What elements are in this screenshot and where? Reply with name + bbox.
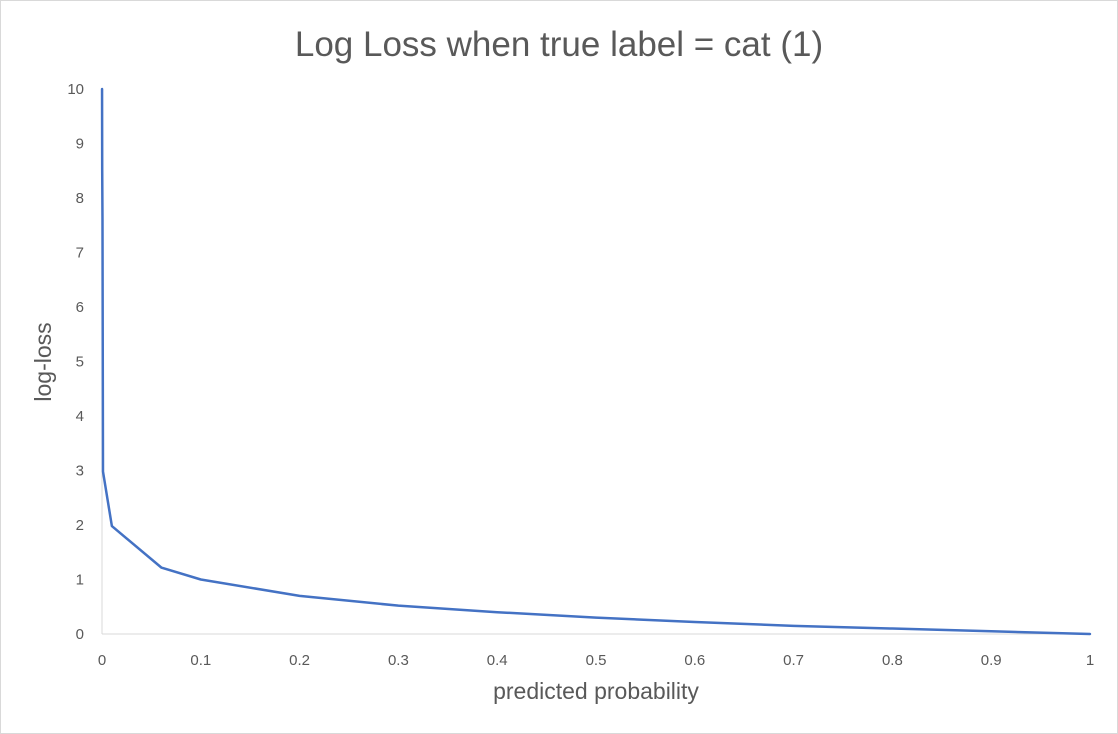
x-axis-title: predicted probability bbox=[493, 678, 699, 704]
x-tick-label: 0.2 bbox=[289, 652, 310, 669]
x-tick-label: 0.9 bbox=[981, 652, 1002, 669]
y-tick-label: 9 bbox=[76, 136, 84, 153]
x-tick-label: 0.3 bbox=[388, 652, 409, 669]
y-tick-label: 10 bbox=[67, 81, 84, 98]
x-tick-label: 0.7 bbox=[783, 652, 804, 669]
x-tick-label: 0.4 bbox=[487, 652, 508, 669]
chart-title: Log Loss when true label = cat (1) bbox=[295, 25, 823, 64]
x-tick-label: 0.6 bbox=[684, 652, 705, 669]
x-tick-label: 0.8 bbox=[882, 652, 903, 669]
y-axis-title: log-loss bbox=[30, 322, 56, 401]
x-tick-label: 0.5 bbox=[586, 652, 607, 669]
y-tick-label: 0 bbox=[76, 626, 84, 643]
y-tick-label: 6 bbox=[76, 299, 84, 316]
y-axis-ticks: 0 1 2 3 4 5 6 7 8 9 10 bbox=[67, 81, 84, 643]
y-tick-label: 7 bbox=[76, 245, 84, 262]
y-tick-label: 1 bbox=[76, 572, 84, 589]
x-tick-label: 1 bbox=[1086, 652, 1094, 669]
log-loss-series-line bbox=[100, 87, 1092, 636]
x-tick-label: 0.1 bbox=[190, 652, 211, 669]
y-tick-label: 2 bbox=[76, 517, 84, 534]
y-tick-label: 8 bbox=[76, 190, 84, 207]
y-tick-label: 4 bbox=[76, 408, 84, 425]
x-tick-label: 0 bbox=[98, 652, 106, 669]
x-axis-ticks: 0 0.1 0.2 0.3 0.4 0.5 0.6 0.7 0.8 0.9 1 bbox=[98, 652, 1094, 669]
y-tick-label: 5 bbox=[76, 354, 84, 371]
y-tick-label: 3 bbox=[76, 463, 84, 480]
